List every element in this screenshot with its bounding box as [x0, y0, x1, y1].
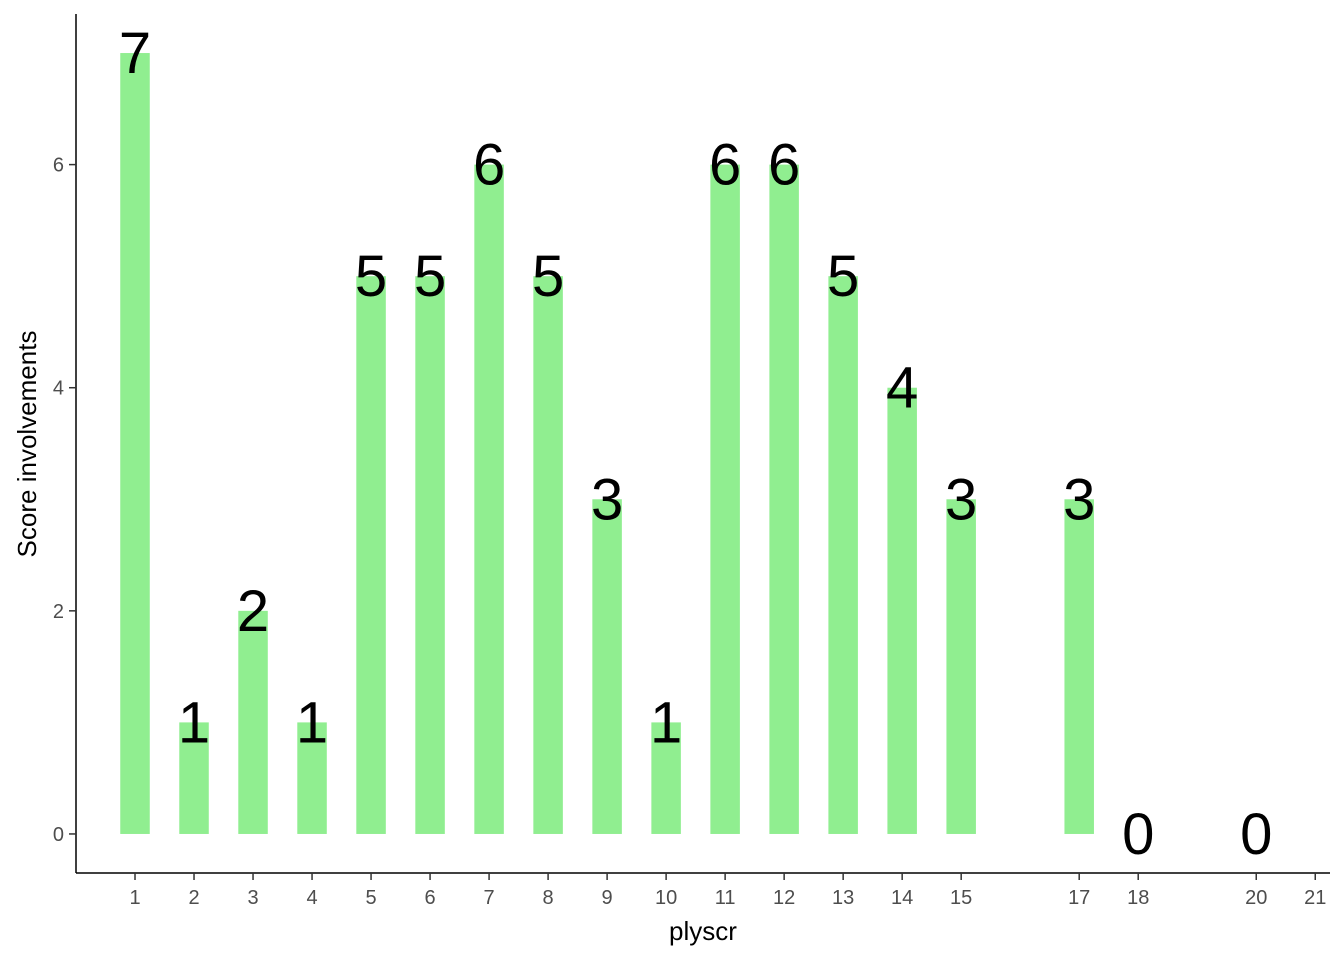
bar-8: [533, 276, 563, 834]
bar-12: [769, 164, 799, 834]
data-label-15: 3: [945, 467, 977, 532]
x-tick-label-4: 4: [306, 887, 317, 909]
bar-1: [120, 53, 150, 834]
data-label-7: 6: [473, 133, 505, 198]
x-tick-label-20: 20: [1245, 887, 1267, 909]
bar-5: [356, 276, 386, 834]
x-tick-label-8: 8: [543, 887, 554, 909]
data-label-12: 6: [768, 133, 800, 198]
y-axis-ticks: 0 2 4 6: [53, 155, 76, 846]
x-tick-label-10: 10: [655, 887, 677, 909]
x-tick-label-18: 18: [1127, 887, 1149, 909]
y-tick-label-6: 6: [53, 155, 64, 177]
bars-layer: [120, 53, 1094, 834]
data-label-3: 2: [237, 579, 269, 644]
x-tick-label-7: 7: [484, 887, 495, 909]
data-label-20: 0: [1240, 802, 1272, 867]
data-label-4: 1: [296, 690, 328, 755]
bar-9: [592, 499, 622, 834]
y-tick-label-2: 2: [53, 601, 64, 623]
bar-7: [474, 164, 504, 834]
y-tick-label-0: 0: [53, 824, 64, 846]
x-tick-label-12: 12: [773, 887, 795, 909]
data-label-9: 3: [591, 467, 623, 532]
x-tick-label-17: 17: [1068, 887, 1090, 909]
y-axis-title: Score involvements: [12, 331, 42, 558]
bar-4: [297, 722, 327, 834]
bar-15: [946, 499, 976, 834]
data-label-13: 5: [827, 244, 859, 309]
x-axis-ticks: 1 2 3 4 5 6 7 8 9 10 11 12 13 14 15 17 18 20 21: [129, 873, 1326, 909]
data-label-1: 7: [119, 21, 151, 86]
data-label-14: 4: [886, 356, 918, 421]
bar-13: [828, 276, 858, 834]
bar-14: [887, 387, 917, 834]
data-label-8: 5: [532, 244, 564, 309]
x-tick-label-2: 2: [188, 887, 199, 909]
data-label-17: 3: [1063, 467, 1095, 532]
data-label-5: 5: [355, 244, 387, 309]
bar-6: [415, 276, 445, 834]
x-tick-label-14: 14: [891, 887, 913, 909]
bar-2: [179, 722, 209, 834]
bar-17: [1064, 499, 1094, 834]
x-tick-label-21: 21: [1304, 887, 1326, 909]
x-tick-label-9: 9: [602, 887, 613, 909]
x-tick-label-6: 6: [425, 887, 436, 909]
x-tick-label-13: 13: [832, 887, 854, 909]
data-label-10: 1: [650, 690, 682, 755]
bar-10: [651, 722, 681, 834]
x-tick-label-1: 1: [129, 887, 140, 909]
x-tick-label-5: 5: [365, 887, 376, 909]
bar-3: [238, 610, 268, 834]
data-label-2: 1: [178, 690, 210, 755]
y-tick-label-4: 4: [53, 378, 64, 400]
x-tick-label-15: 15: [950, 887, 972, 909]
x-axis-title: plyscr: [669, 916, 737, 946]
bar-11: [710, 164, 740, 834]
x-tick-label-11: 11: [715, 887, 736, 909]
x-tick-label-3: 3: [247, 887, 258, 909]
data-label-18: 0: [1122, 802, 1154, 867]
data-label-11: 6: [709, 133, 741, 198]
data-label-6: 5: [414, 244, 446, 309]
